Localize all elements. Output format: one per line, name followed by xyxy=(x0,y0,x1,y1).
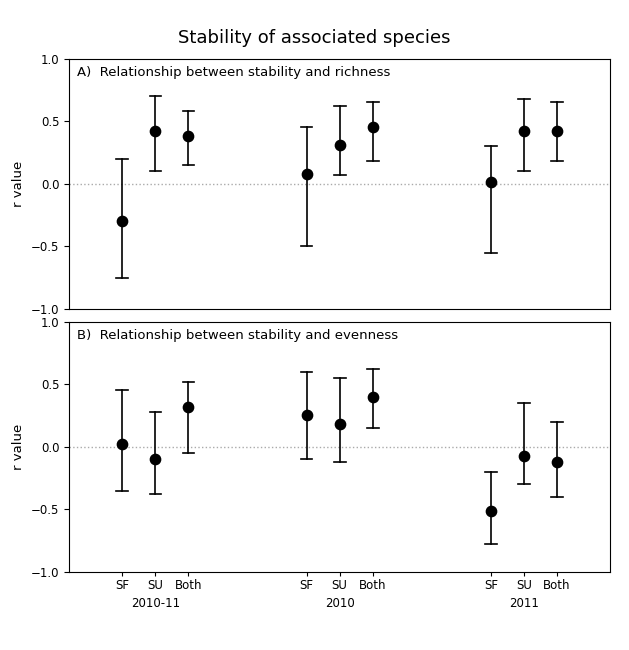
Point xyxy=(301,410,311,421)
Point xyxy=(301,168,311,179)
Point xyxy=(335,419,345,430)
Text: B)  Relationship between stability and evenness: B) Relationship between stability and ev… xyxy=(77,329,398,342)
Point xyxy=(519,126,529,136)
Y-axis label: r value: r value xyxy=(13,161,25,207)
Point xyxy=(117,216,127,226)
Text: 2010: 2010 xyxy=(325,597,355,610)
Point xyxy=(150,126,160,136)
Point xyxy=(486,506,496,516)
Text: A)  Relationship between stability and richness: A) Relationship between stability and ri… xyxy=(77,66,391,79)
Point xyxy=(184,402,194,412)
Text: 2011: 2011 xyxy=(509,597,539,610)
Point xyxy=(368,391,378,402)
Point xyxy=(368,122,378,133)
Point xyxy=(552,126,562,136)
Point xyxy=(184,131,194,141)
Y-axis label: r value: r value xyxy=(13,424,25,470)
Text: 2010-11: 2010-11 xyxy=(131,597,180,610)
Point xyxy=(117,439,127,449)
Point xyxy=(335,140,345,150)
Point xyxy=(486,177,496,188)
Point xyxy=(519,450,529,461)
Text: Stability of associated species: Stability of associated species xyxy=(178,29,451,47)
Point xyxy=(552,456,562,467)
Point xyxy=(150,454,160,465)
